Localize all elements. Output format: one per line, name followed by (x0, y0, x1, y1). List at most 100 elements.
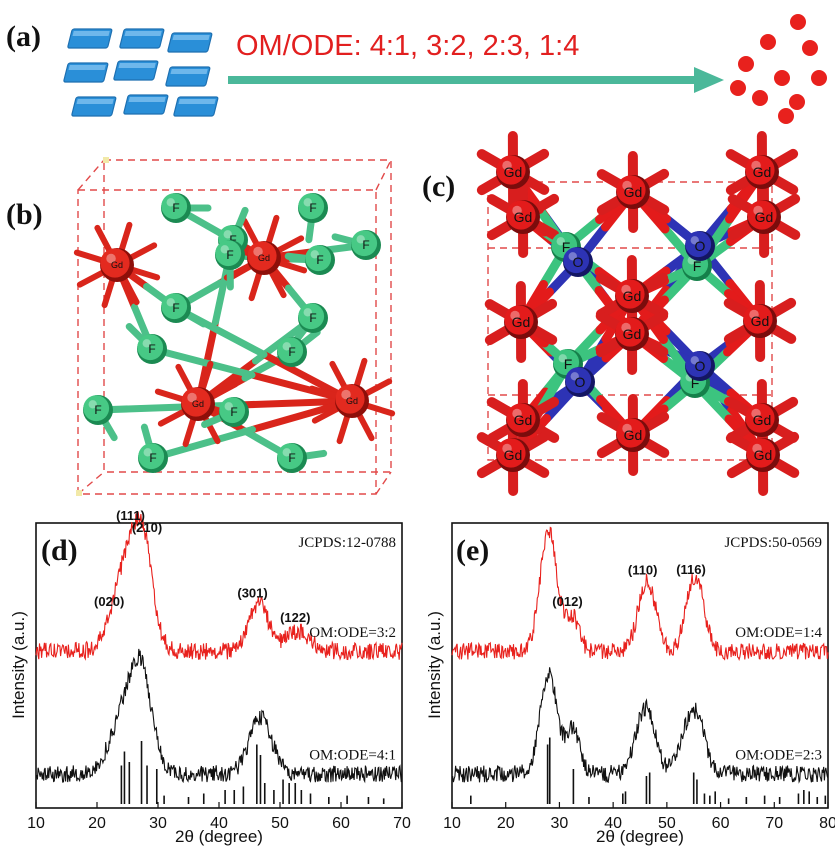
x-tick-label: 80 (819, 815, 835, 832)
nanodot (778, 108, 794, 124)
fluorine-atom: F (161, 293, 191, 323)
svg-text:Gd: Gd (753, 164, 772, 180)
nanodot (789, 94, 805, 110)
peak-label: (116) (676, 562, 706, 577)
fluorine-atom: F (161, 193, 191, 223)
plot-frame-e (451, 522, 829, 809)
nanorod (63, 62, 109, 83)
svg-text:F: F (362, 238, 369, 252)
svg-text:F: F (172, 201, 179, 215)
nanodot (730, 80, 746, 96)
svg-text:Gd: Gd (623, 288, 642, 304)
gadolinium-atom: Gd (745, 155, 779, 189)
xrd-trace (35, 511, 403, 661)
x-tick-label: 60 (332, 815, 350, 832)
fluorine-atom: F (277, 337, 307, 367)
gadolinium-atom: Gd (506, 403, 540, 437)
panel-d: (d) JCPDS:12-0788 Intensity (a.u.) 2θ (d… (9, 508, 411, 846)
svg-text:F: F (230, 405, 237, 419)
reference-card-d: JCPDS:12-0788 (298, 535, 396, 551)
reference-pattern-d (120, 741, 385, 804)
x-tick-label: 20 (497, 815, 515, 832)
x-tick-label: 20 (88, 815, 106, 832)
x-tick-label: 10 (27, 815, 45, 832)
fluorine-atom: F (137, 334, 167, 364)
series-label-d-2: OM:ODE=4:1 (309, 748, 396, 764)
x-axis-label-e: 2θ (degree) (596, 827, 684, 846)
svg-text:Gd: Gd (751, 313, 770, 329)
panel-c-label: (c) (422, 170, 455, 203)
gadolinium-atom: Gd (506, 200, 540, 234)
peak-label: (301) (237, 585, 267, 600)
nanodot (802, 40, 818, 56)
svg-text:Gd: Gd (512, 314, 531, 330)
svg-text:F: F (288, 451, 295, 465)
x-tick-label: 70 (765, 815, 783, 832)
series-label-e-2: OM:ODE=2:3 (735, 748, 822, 764)
nanorod (119, 28, 165, 49)
nanodot-cluster (730, 14, 827, 124)
fluorine-atom: F (305, 245, 335, 275)
nanodot (790, 14, 806, 30)
gadolinium-atom: Gd (504, 305, 538, 339)
svg-text:F: F (309, 311, 316, 325)
oxygen-atom: O (563, 247, 593, 277)
series-label-e-1: OM:ODE=1:4 (735, 625, 822, 641)
fluorine-atom: F (215, 240, 245, 270)
panel-a-label: (a) (6, 20, 41, 53)
nanorod (67, 28, 113, 49)
peak-label: (210) (132, 520, 162, 535)
svg-text:O: O (695, 358, 706, 374)
svg-text:Gd: Gd (624, 184, 643, 200)
x-tick-label: 40 (210, 815, 228, 832)
svg-text:Gd: Gd (514, 412, 533, 428)
gadolinium-atom: Gd (181, 387, 215, 421)
oxygen-atom: O (685, 231, 715, 261)
panel-b-label: (b) (6, 198, 43, 231)
x-tick-label: 50 (658, 815, 676, 832)
fluorine-atom: F (83, 395, 113, 425)
svg-text:Gd: Gd (504, 447, 523, 463)
series-label-d-1: OM:ODE=3:2 (309, 625, 396, 641)
x-tick-label: 50 (271, 815, 289, 832)
gadolinium-atom: Gd (615, 317, 649, 351)
svg-text:Gd: Gd (624, 427, 643, 443)
gadolinium-atom: Gd (616, 175, 650, 209)
gadolinium-atom: Gd (747, 200, 781, 234)
svg-text:F: F (691, 375, 700, 391)
gadolinium-atom: Gd (746, 438, 780, 472)
ratio-text: OM/ODE: 4:1, 3:2, 2:3, 1:4 (236, 30, 579, 62)
peak-label: (110) (628, 562, 658, 577)
x-ticks-e: 10 20 30 40 50 60 70 80 (443, 802, 835, 832)
transition-arrow (228, 67, 724, 93)
nanodot (760, 34, 776, 50)
svg-text:F: F (309, 201, 316, 215)
svg-text:F: F (229, 233, 236, 247)
x-tick-label: 60 (712, 815, 730, 832)
gadolinium-atom: Gd (496, 438, 530, 472)
svg-text:Gd: Gd (192, 399, 204, 409)
svg-text:Gd: Gd (504, 164, 523, 180)
nanorod (167, 32, 213, 53)
xrd-trace (451, 526, 829, 662)
nanorod (165, 66, 211, 87)
fluorine-atom: F (298, 303, 328, 333)
cell-corner-marker (76, 490, 82, 496)
svg-text:O: O (573, 254, 584, 270)
svg-text:Gd: Gd (755, 209, 774, 225)
svg-text:F: F (94, 403, 101, 417)
xrd-series-e (451, 526, 829, 784)
gadolinium-atom: Gd (745, 403, 779, 437)
svg-text:F: F (148, 342, 155, 356)
svg-text:F: F (564, 356, 573, 372)
svg-text:Gd: Gd (258, 253, 270, 263)
plot-frame-d (35, 522, 403, 809)
oxygen-atom: O (685, 351, 715, 381)
unit-cell-box (77, 159, 392, 495)
gadolinium-atom: Gd (743, 304, 777, 338)
gadolinium-atom: Gd (247, 241, 281, 275)
gadolinium-atom: Gd (335, 384, 369, 418)
